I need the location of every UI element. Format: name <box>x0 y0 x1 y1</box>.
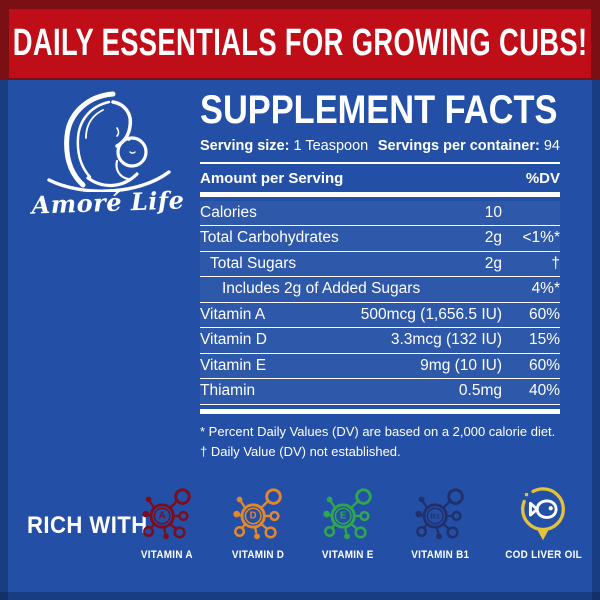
divider-thick-bottom <box>200 408 560 414</box>
facts-title: SUPPLEMENT FACTS <box>200 88 558 132</box>
footnotes: * Percent Daily Values (DV) are based on… <box>200 422 560 462</box>
banner-frame: DAILY ESSENTIALS FOR GROWING CUBS! <box>0 0 600 80</box>
row-dv: <1%* <box>522 229 561 247</box>
serving-size-value: 1 Teaspoon <box>293 138 369 154</box>
row-name: Includes 2g of Added Sugars <box>222 280 421 298</box>
rich-with-item: E VITAMIN E <box>317 484 379 561</box>
facts-row: Thiamin 0.5mg 40% <box>200 379 560 405</box>
footnote-dv: * Percent Daily Values (DV) are based on… <box>200 423 556 439</box>
row-name: Thiamin <box>200 382 256 400</box>
row-amount: 3.3mcg (132 IU) <box>390 331 502 349</box>
serving-size-label: Serving size: <box>200 138 290 154</box>
cod-liver-oil-fish-icon <box>512 484 574 546</box>
amount-header: Amount per Serving <box>200 169 344 187</box>
row-dv: 60% <box>528 305 560 323</box>
svg-text:E: E <box>340 510 347 521</box>
vitamin-e-molecule-icon: E <box>317 484 379 546</box>
row-amount: 500mcg (1,656.5 IU) <box>360 305 502 323</box>
brand-name: Amoré Life <box>31 185 185 220</box>
vitamin-d-molecule-icon: D <box>227 484 289 546</box>
vitamin-icons-row: A VITAMIN A D VITAMIN D E <box>136 484 586 561</box>
row-name: Total Carbohydrates <box>200 229 339 247</box>
facts-row: Calories 10 <box>200 200 560 226</box>
rich-with-item-label: VITAMIN E <box>322 549 374 561</box>
servings-value: 94 <box>543 138 560 154</box>
row-name: Vitamin D <box>200 331 267 349</box>
frame-edge-bottom <box>0 592 600 600</box>
rich-with-item-label: VITAMIN D <box>231 549 284 561</box>
brand-logo: Amoré Life <box>28 88 188 220</box>
rich-with-item: A VITAMIN A <box>136 484 198 561</box>
servings-per-container: Servings per container: 94 <box>378 138 560 154</box>
row-amount: 0.5mg <box>458 382 502 400</box>
row-name: Vitamin E <box>200 356 267 374</box>
facts-row: Vitamin A 500mcg (1,656.5 IU) 60% <box>200 302 560 328</box>
facts-row: Includes 2g of Added Sugars 4%* <box>200 277 560 303</box>
row-amount: 10 <box>484 203 502 221</box>
row-name: Calories <box>200 203 257 221</box>
footnote-dagger: † Daily Value (DV) not established. <box>200 443 401 459</box>
banner: DAILY ESSENTIALS FOR GROWING CUBS! <box>9 9 591 78</box>
svg-text:B1: B1 <box>430 511 441 520</box>
serving-size: Serving size: 1 Teaspoon <box>200 138 368 154</box>
rich-with-item: COD LIVER OIL <box>501 484 586 561</box>
rich-with-item: D VITAMIN D <box>227 484 289 561</box>
row-dv: 4%* <box>531 280 560 298</box>
row-dv: 15% <box>528 331 560 349</box>
row-amount: 2g <box>484 254 502 272</box>
row-amount: 2g <box>484 229 502 247</box>
rich-with-item-label: VITAMIN B1 <box>410 549 469 561</box>
rich-with-label: RICH WITH <box>27 512 148 539</box>
facts-row: Vitamin E 9mg (10 IU) 60% <box>200 353 560 379</box>
divider-thick <box>200 191 560 197</box>
svg-text:D: D <box>249 510 256 521</box>
row-dv: † <box>551 254 560 272</box>
svg-text:A: A <box>159 510 166 521</box>
row-name: Vitamin A <box>200 305 266 323</box>
row-dv: 40% <box>528 382 560 400</box>
frame-edge-right <box>592 80 600 600</box>
vitamin-b1-molecule-icon: B1 <box>409 484 471 546</box>
supplement-facts-panel: SUPPLEMENT FACTS Serving size: 1 Teaspoo… <box>200 90 560 462</box>
mother-baby-icon <box>28 88 188 192</box>
rich-with-item-label: COD LIVER OIL <box>505 549 582 561</box>
banner-headline: DAILY ESSENTIALS FOR GROWING CUBS! <box>12 22 588 64</box>
table-header-row: Amount per Serving %DV <box>200 164 560 192</box>
dv-header: %DV <box>525 169 560 187</box>
rich-with-item-label: VITAMIN A <box>141 549 193 561</box>
facts-rows: Calories 10 Total Carbohydrates 2g <1%* Total… <box>200 200 560 405</box>
facts-row: Total Carbohydrates 2g <1%* <box>200 226 560 252</box>
facts-row: Total Sugars 2g † <box>200 251 560 277</box>
row-dv: 60% <box>528 356 560 374</box>
serving-info-row: Serving size: 1 Teaspoon Servings per co… <box>200 138 560 154</box>
servings-label: Servings per container: <box>377 138 540 154</box>
vitamin-a-molecule-icon: A <box>136 484 198 546</box>
row-name: Total Sugars <box>210 254 297 272</box>
rich-with-item: B1 VITAMIN B1 <box>408 484 473 561</box>
row-amount: 9mg (10 IU) <box>420 356 502 374</box>
frame-edge-left <box>0 80 8 600</box>
divider-thin <box>200 162 560 164</box>
facts-row: Vitamin D 3.3mcg (132 IU) 15% <box>200 328 560 354</box>
